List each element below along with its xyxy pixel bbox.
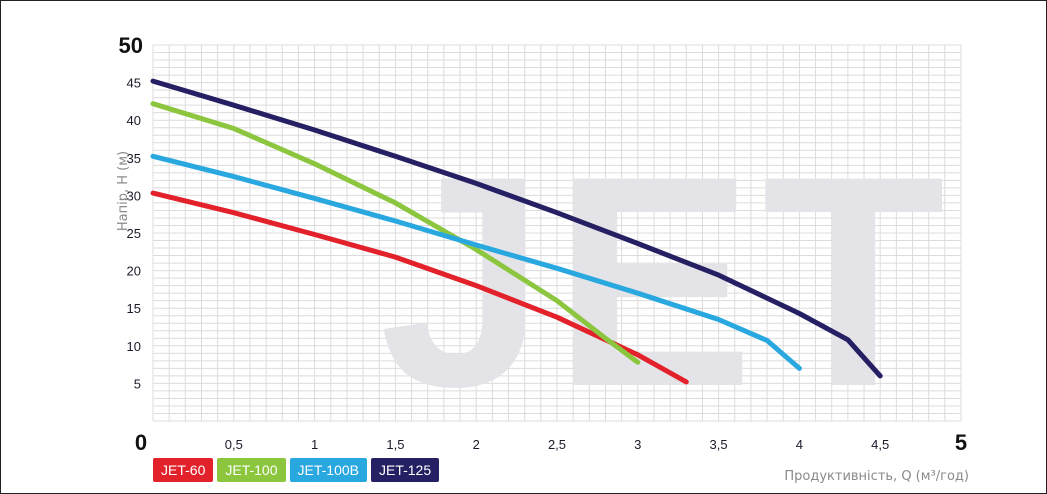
x-tick-label: 1 — [311, 437, 318, 452]
y-tick-label: 35 — [127, 151, 141, 166]
x-tick-label: 0,5 — [225, 437, 243, 452]
jet-watermark: JET — [379, 113, 953, 449]
x-axis-label: Продуктивність, Q (м³/год) — [784, 469, 969, 484]
x-tick-label: 4 — [796, 437, 803, 452]
y-tick-label: 10 — [127, 339, 141, 354]
series-line-jet-100b — [150, 153, 802, 371]
legend-item-jet-100b: JET-100B — [289, 458, 367, 482]
series-line-jet-60 — [150, 190, 689, 385]
series-line-jet-100 — [150, 101, 641, 365]
y-tick-label: 15 — [127, 301, 141, 316]
y-tick-label: 45 — [127, 76, 141, 91]
y-tick-label: 40 — [127, 113, 141, 128]
legend-item-jet-60: JET-60 — [153, 458, 214, 482]
y-tick-label: 20 — [127, 264, 141, 279]
tick-labels: 0 0,5 1 1,5 2 2,5 3 3,5 4 4,5 5 5 10 15 20 25 30 35 40 45 50 — [119, 33, 968, 455]
x-tick-label: 3 — [634, 437, 641, 452]
series-line-jet-125 — [150, 78, 883, 379]
legend: JET-60 JET-100 JET-100B JET-125 — [153, 458, 440, 482]
grid — [152, 44, 962, 422]
y-axis-label: Напір, H (м) — [116, 151, 131, 231]
y-tick-label: 30 — [127, 188, 141, 203]
x-tick-label: 5 — [955, 430, 967, 455]
series-lines — [150, 78, 883, 385]
legend-item-jet-125: JET-125 — [370, 458, 440, 482]
x-tick-label: 4,5 — [871, 437, 889, 452]
x-tick-label: 2,5 — [548, 437, 566, 452]
y-tick-label: 25 — [127, 226, 141, 241]
legend-item-jet-100: JET-100 — [217, 458, 286, 482]
x-tick-label: 1,5 — [386, 437, 404, 452]
x-tick-label: 2 — [473, 437, 480, 452]
y-tick-label: 50 — [119, 33, 143, 58]
x-tick-label: 3,5 — [710, 437, 728, 452]
x-tick-label: 0 — [135, 430, 147, 455]
y-tick-label: 5 — [134, 376, 141, 391]
